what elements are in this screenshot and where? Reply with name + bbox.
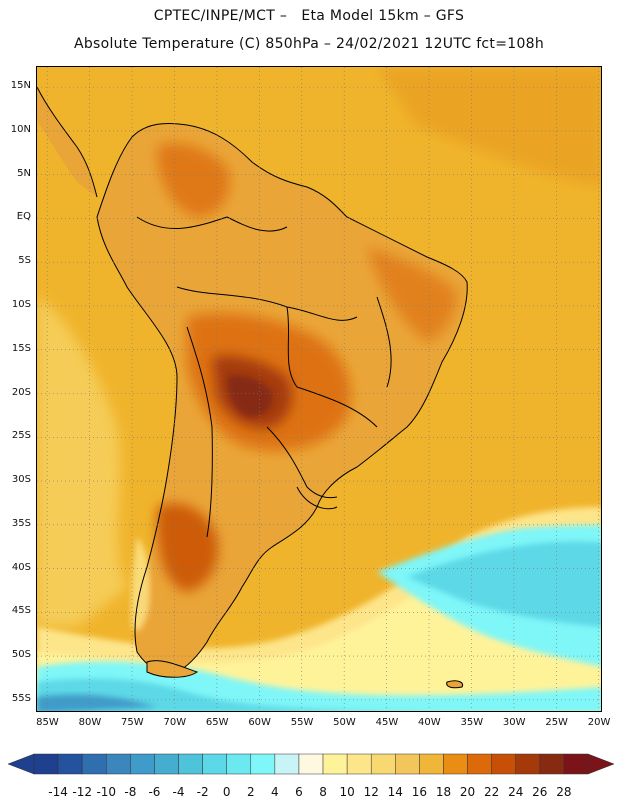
colorbar-tick-label: -10 (96, 785, 117, 799)
lon-tick-label: 55W (290, 717, 314, 728)
colorbar-tick-label: 8 (319, 785, 327, 799)
colorbar-tick-label: -4 (172, 785, 185, 799)
colorbar-swatch (81, 753, 107, 775)
warm-northeast (367, 247, 457, 342)
cold-band-0 (407, 541, 601, 627)
lon-tick-label: 85W (36, 717, 59, 728)
cold-band-coldest (37, 694, 157, 711)
temperature-map (36, 66, 602, 712)
colorbar-tick-label: 26 (532, 785, 548, 799)
lat-tick-label: 5S (18, 255, 31, 267)
colorbar-swatch (443, 753, 468, 775)
colorbar-swatch (491, 753, 516, 775)
map-title-line1: CPTEC/INPE/MCT – Eta Model 15km – GFS (153, 8, 465, 24)
lat-tick-label: 5N (17, 167, 31, 179)
pacific-cool-band (37, 297, 127, 627)
temperature-colorbar (7, 753, 615, 775)
lat-tick-label: EQ (16, 211, 31, 223)
lat-tick-label: 10S (11, 298, 31, 310)
lon-tick-label: 20W (587, 717, 611, 728)
colorbar-swatch (106, 753, 131, 775)
lat-tick-label: 15S (11, 342, 31, 354)
falkland-islands (446, 680, 464, 689)
map-title-line2: Absolute Temperature (C) 850hPa – 24/02/… (73, 36, 545, 52)
colorbar-swatch (226, 753, 252, 775)
colorbar-tick-label: 4 (271, 785, 279, 799)
lon-tick-label: 35W (460, 717, 484, 728)
lon-tick-label: 75W (121, 717, 144, 728)
lat-tick-label: 55S (11, 692, 31, 704)
lat-tick-label: 15N (10, 80, 31, 92)
colorbar-left-arrow (7, 753, 35, 775)
central-america-landmass (37, 87, 97, 197)
warm-atlantic-band (377, 67, 601, 187)
colorbar-swatch (563, 753, 589, 775)
colorbar-tick-label: -2 (196, 785, 209, 799)
colorbar-tick-label: -12 (72, 785, 92, 799)
coastline-borders (37, 86, 468, 674)
lat-tick-label: 35S (11, 517, 31, 529)
lat-tick-label: 10N (10, 123, 31, 135)
lat-tick-label: 30S (11, 474, 31, 486)
colorbar-tick-label: 0 (222, 785, 231, 799)
colorbar-tick-label: 16 (411, 785, 428, 799)
warm-patagonia (156, 503, 218, 592)
colorbar-swatch (57, 753, 83, 775)
colorbar-tick-label: -14 (48, 785, 68, 799)
lon-tick-label: 60W (248, 717, 271, 728)
lat-tick-label: 50S (11, 649, 31, 661)
lat-tick-label: 20S (11, 386, 31, 398)
colorbar-swatch (154, 753, 179, 775)
colorbar-swatch (515, 753, 541, 775)
colorbar-tick-label: 28 (556, 785, 572, 799)
colorbar-tick-label: 12 (363, 785, 379, 799)
colorbar-tick-label: 6 (295, 785, 303, 799)
colorbar-swatch (298, 753, 324, 775)
lon-tick-label: 25W (545, 717, 568, 728)
lon-tick-label: 70W (163, 717, 187, 728)
hot-core-center (227, 375, 273, 417)
cool-andes-south (131, 537, 150, 631)
colorbar-swatch (202, 753, 227, 775)
colorbar-tick-label: 22 (484, 785, 500, 799)
tierra-del-fuego (146, 660, 199, 678)
colorbar-swatch (539, 753, 565, 775)
colorbar-right-arrow (587, 753, 615, 775)
colorbar-swatch (370, 753, 396, 775)
colorbar-swatch (250, 753, 276, 775)
colorbar-tick-label: 14 (387, 785, 403, 799)
colorbar-swatch (419, 753, 444, 775)
colorbar-swatch (33, 753, 59, 775)
lon-tick-label: 65W (205, 717, 229, 728)
lat-tick-label: 25S (11, 430, 31, 442)
lon-tick-label: 50W (333, 717, 356, 728)
lon-tick-label: 80W (78, 717, 102, 728)
warm-andes-north (157, 143, 230, 217)
colorbar-swatch (467, 753, 492, 775)
map-canvas (37, 67, 601, 711)
colorbar-swatch (395, 753, 420, 775)
colorbar-tick-label: 18 (435, 785, 452, 799)
lon-tick-label: 30W (502, 717, 526, 728)
colorbar-tick-label: 2 (246, 785, 255, 799)
colorbar-swatch (178, 753, 203, 775)
lon-tick-label: 45W (375, 717, 399, 728)
colorbar-tick-label: -6 (148, 785, 161, 799)
lat-tick-label: 40S (11, 561, 31, 573)
colorbar-tick-label: -8 (124, 785, 137, 799)
colorbar-tick-label: 24 (508, 785, 524, 799)
colorbar-tick-label: 20 (459, 785, 476, 799)
colorbar-swatch (346, 753, 372, 775)
colorbar-swatch (274, 753, 300, 775)
colorbar-swatch (322, 753, 348, 775)
colorbar-tick-label: 10 (339, 785, 355, 799)
lat-tick-label: 45S (11, 605, 31, 617)
lon-tick-label: 40W (418, 717, 441, 728)
colorbar-swatch (130, 753, 155, 775)
